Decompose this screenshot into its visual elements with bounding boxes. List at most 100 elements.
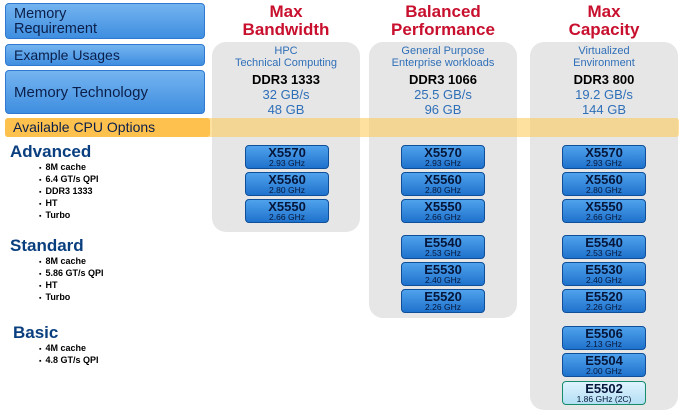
cpu-x5550-balanced: X5550 2.66 GHz: [401, 199, 485, 223]
cpu-speed: 2.80 GHz: [586, 185, 622, 195]
header-max-capacity-line1: Max: [587, 2, 621, 21]
cpu-x5570-bandwidth: X5570 2.93 GHz: [245, 145, 329, 169]
cpu-name: X5560: [585, 172, 623, 187]
cpu-name: E5540: [424, 235, 462, 250]
cpu-e5540-capacity: E5540 2.53 GHz: [562, 235, 646, 259]
memory-capacity: 48 GB: [267, 102, 305, 117]
memory-max-capacity: DDR3 800 19.2 GB/s 144 GB: [530, 72, 678, 117]
usage-balanced-performance: General Purpose Enterprise workloads: [369, 45, 517, 69]
cpu-speed: 2.53 GHz: [586, 248, 622, 258]
cpu-name: E5530: [424, 262, 462, 277]
cpu-x5560-balanced: X5560 2.80 GHz: [401, 172, 485, 196]
header-max-capacity: Max Capacity: [530, 3, 678, 39]
memory-type: DDR3 1333: [252, 72, 320, 87]
feature-item: 5.86 GT/s QPI: [45, 268, 103, 280]
cpu-speed: 2.80 GHz: [425, 185, 461, 195]
cpu-name: E5520: [585, 289, 623, 304]
feature-item: DDR3 1333: [45, 186, 99, 198]
cpu-e5540-balanced: E5540 2.53 GHz: [401, 235, 485, 259]
cpu-speed: 2.53 GHz: [425, 248, 461, 258]
cpu-speed: 2.66 GHz: [425, 212, 461, 222]
row-label-memory-requirement: Memory Requirement: [5, 3, 205, 39]
feature-item: Turbo: [45, 210, 99, 222]
cpu-x5560-capacity: X5560 2.80 GHz: [562, 172, 646, 196]
memory-max-bandwidth: DDR3 1333 32 GB/s 48 GB: [212, 72, 360, 117]
cpu-speed: 2.66 GHz: [586, 212, 622, 222]
cpu-e5502-capacity: E5502 1.86 GHz (2C): [562, 381, 646, 405]
cpu-speed: 2.66 GHz: [269, 212, 305, 222]
cpu-x5550-capacity: X5550 2.66 GHz: [562, 199, 646, 223]
feature-list-standard: 8M cache 5.86 GT/s QPI HT Turbo: [45, 256, 104, 304]
cpu-name: X5560: [268, 172, 306, 187]
memory-capacity: 96 GB: [424, 102, 462, 117]
cpu-name: E5502: [585, 381, 623, 396]
usage-max-bandwidth-line2: Technical Computing: [234, 57, 338, 69]
cpu-x5570-balanced: X5570 2.93 GHz: [401, 145, 485, 169]
memory-bandwidth: 32 GB/s: [262, 87, 310, 102]
memory-balanced-performance: DDR3 1066 25.5 GB/s 96 GB: [369, 72, 517, 117]
usage-balanced-performance-line1: General Purpose: [401, 45, 485, 57]
row-label-available-cpu-options: Available CPU Options: [5, 118, 210, 137]
feature-item: Turbo: [45, 292, 104, 304]
feature-list-basic: 4M cache 4.8 GT/s QPI: [45, 343, 99, 367]
row-label-memory-requirement-line2: Requirement: [14, 21, 98, 37]
usage-max-capacity: Virtualized Environment: [530, 45, 678, 69]
memory-type: DDR3 1066: [409, 72, 477, 87]
cpu-speed: 2.93 GHz: [269, 158, 305, 168]
cpu-speed: 2.26 GHz: [425, 302, 461, 312]
row-label-example-usages: Example Usages: [5, 44, 205, 66]
feature-item: 6.4 GT/s QPI: [45, 174, 98, 186]
cpu-name: X5560: [424, 172, 462, 187]
cpu-e5504-capacity: E5504 2.00 GHz: [562, 353, 646, 377]
cpu-name: X5550: [585, 199, 623, 214]
cpu-name: E5504: [585, 353, 623, 368]
memory-type: DDR3 800: [573, 72, 635, 87]
usage-max-capacity-line2: Environment: [573, 57, 635, 69]
feature-item: HT: [45, 280, 104, 292]
cpu-name: X5570: [268, 145, 306, 160]
memory-capacity: 144 GB: [581, 102, 627, 117]
cpu-name: E5530: [585, 262, 623, 277]
cpu-e5520-balanced: E5520 2.26 GHz: [401, 289, 485, 313]
group-title-basic: Basic: [13, 323, 59, 342]
feature-item: HT: [45, 198, 99, 210]
cpu-speed: 2.40 GHz: [425, 275, 461, 285]
memory-bandwidth: 19.2 GB/s: [575, 87, 633, 102]
header-max-bandwidth-line2: Bandwidth: [242, 20, 330, 39]
row-label-memory-requirement-line1: Memory: [14, 6, 67, 22]
cpu-name: E5506: [585, 326, 623, 341]
feature-item: 8M cache: [45, 162, 99, 174]
cpu-speed: 2.13 GHz: [586, 339, 622, 349]
group-title-standard: Standard: [10, 236, 84, 255]
memory-bandwidth: 25.5 GB/s: [414, 87, 472, 102]
cpu-e5530-capacity: E5530 2.40 GHz: [562, 262, 646, 286]
cpu-name: X5550: [424, 199, 462, 214]
cpu-name: X5570: [424, 145, 462, 160]
feature-item: 4.8 GT/s QPI: [45, 355, 98, 367]
cpu-speed: 2.40 GHz: [586, 275, 622, 285]
cpu-speed: 2.80 GHz: [269, 185, 305, 195]
cpu-speed: 2.93 GHz: [586, 158, 622, 168]
header-max-bandwidth: Max Bandwidth: [212, 3, 360, 39]
cpu-x5570-capacity: X5570 2.93 GHz: [562, 145, 646, 169]
cpu-name: X5550: [268, 199, 306, 214]
cpu-speed: 2.26 GHz: [586, 302, 622, 312]
header-balanced-performance: Balanced Performance: [369, 3, 517, 39]
feature-list-advanced: 8M cache 6.4 GT/s QPI DDR3 1333 HT Turbo: [45, 162, 99, 222]
row-label-memory-technology: Memory Technology: [5, 70, 205, 114]
usage-max-bandwidth: HPC Technical Computing: [212, 45, 360, 69]
header-max-capacity-line2: Capacity: [568, 20, 640, 39]
cpu-e5520-capacity: E5520 2.26 GHz: [562, 289, 646, 313]
cpu-e5506-capacity: E5506 2.13 GHz: [562, 326, 646, 350]
cpu-x5550-bandwidth: X5550 2.66 GHz: [245, 199, 329, 223]
cpu-name: E5520: [424, 289, 462, 304]
usage-max-bandwidth-line1: HPC: [274, 45, 298, 57]
header-balanced-performance-line2: Performance: [391, 20, 495, 39]
cpu-speed: 2.93 GHz: [425, 158, 461, 168]
cpu-speed: 2.00 GHz: [586, 366, 622, 376]
header-balanced-performance-line1: Balanced: [405, 2, 481, 21]
usage-max-capacity-line1: Virtualized: [578, 45, 630, 57]
feature-item: 4M cache: [45, 343, 99, 355]
usage-balanced-performance-line2: Enterprise workloads: [391, 57, 495, 69]
feature-item: 8M cache: [45, 256, 104, 268]
